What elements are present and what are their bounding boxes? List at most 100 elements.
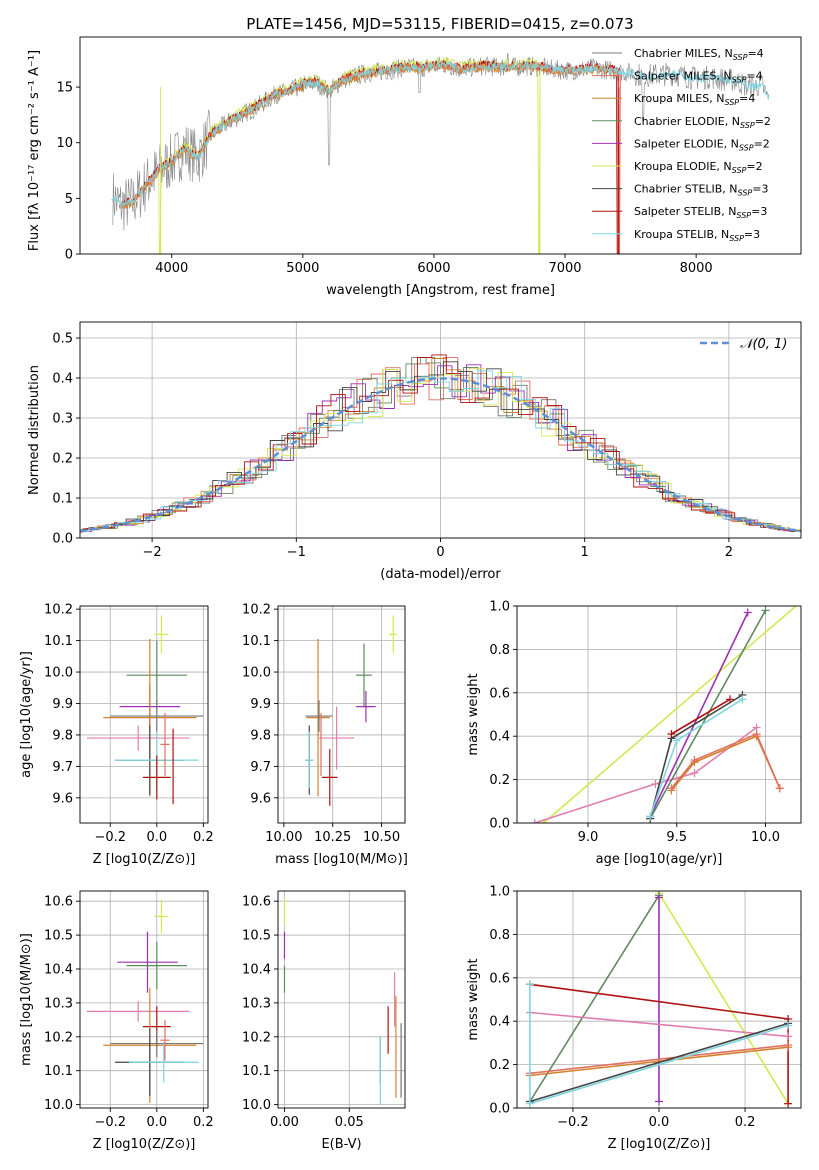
y-axis-label: mass [log10(M/M⊙)] — [19, 933, 34, 1066]
plot-area-weight_vs_Z — [525, 891, 793, 1108]
y-tick-label: 9.7 — [250, 760, 271, 775]
legend-tail: =3 — [752, 183, 768, 196]
y-tick-label: 0.8 — [489, 643, 510, 658]
x-tick-label: −2 — [143, 545, 162, 560]
x-tick-label: 9.5 — [666, 830, 687, 845]
errorbar-point — [117, 931, 178, 993]
y-tick-label: 10.0 — [242, 666, 271, 681]
errorbar-point — [142, 755, 171, 800]
weight-marker — [655, 893, 663, 902]
x-tick-label: 0.0 — [649, 1115, 670, 1130]
legend-text: Kroupa STELIB, N — [634, 228, 729, 241]
weight-line-pink — [529, 1011, 789, 1038]
y-tick-label: 10.0 — [242, 1098, 271, 1113]
y-tick-label: 0.4 — [489, 730, 510, 745]
weight-line-kroupa_miles — [529, 1046, 789, 1077]
legend-tail: =4 — [747, 47, 763, 60]
plot-area-mass_vs_Z — [86, 899, 204, 1103]
errorbar-point — [321, 749, 338, 806]
y-tick-label: 10.1 — [44, 1064, 73, 1079]
y-tick-label: 0.5 — [52, 332, 73, 347]
y-tick-label: 0.2 — [489, 1058, 510, 1073]
axes-frame — [516, 605, 802, 824]
y-tick-label: 0.6 — [489, 686, 510, 701]
chart-weight_vs_Z: −0.2 0.0 0.2 0.0 0.2 0.4 0.6 0.8 1.0 Z [log10(Z/Z… — [466, 885, 802, 1152]
x-tick-label: 2 — [725, 545, 733, 560]
y-tick-label: 1.0 — [489, 600, 510, 615]
legend-entry: Salpeter STELIB, NSSP=3 — [634, 205, 767, 220]
y-axis-label: Flux [fλ 10⁻¹⁷ erg cm⁻² s⁻¹ A⁻¹] — [27, 50, 42, 251]
y-tick-label: 10.0 — [44, 666, 73, 681]
histogram-salpeter_stelib — [80, 354, 801, 532]
x-axis-label: Z [log10(Z/Z⊙)] — [93, 852, 196, 867]
legend-text: Chabrier ELODIE, N — [634, 115, 740, 128]
x-tick-label: 0.00 — [270, 1115, 299, 1130]
plot-area-age_vs_Z — [86, 615, 204, 805]
weight-marker — [690, 756, 699, 765]
weight-line-pink — [534, 726, 758, 823]
y-tick-label: 0.2 — [52, 452, 73, 467]
y-tick-label: 10.3 — [242, 996, 271, 1011]
legend-entry: Salpeter MILES, NSSP=4 — [634, 70, 763, 85]
y-tick-label: 9.6 — [250, 791, 271, 806]
y-tick-label: 9.9 — [52, 697, 73, 712]
y-tick-label: 10.4 — [44, 962, 73, 977]
weight-marker — [646, 812, 655, 821]
x-tick-label: −0.2 — [94, 1115, 126, 1130]
legend-text: Salpeter MILES, N — [634, 70, 732, 83]
chart-mass_vs_ebv: 0.00 0.05 10.0 10.1 10.2 10.3 10.4 10.5 10.6 E(B-… — [242, 890, 406, 1152]
x-axis-label: mass [log10(M/M⊙)] — [275, 852, 408, 867]
x-tick-label: −0.2 — [557, 1115, 589, 1130]
axes-frame — [79, 605, 209, 824]
x-tick-label: 0.2 — [735, 1115, 756, 1130]
y-tick-label: 10.2 — [44, 603, 73, 618]
y-tick-label: 0.1 — [52, 492, 73, 507]
legend-text: Kroupa ELODIE, N — [634, 160, 732, 173]
y-tick-label: 0.2 — [489, 773, 510, 788]
y-tick-label: 0.0 — [52, 532, 73, 547]
legend-text: Chabrier STELIB, N — [634, 183, 738, 196]
weight-marker — [784, 1032, 793, 1041]
errorbar-point — [154, 899, 169, 934]
legend-entry: Kroupa ELODIE, NSSP=2 — [634, 160, 763, 175]
y-tick-label: 0 — [65, 248, 73, 263]
plot-area-weight_vs_age — [530, 606, 798, 823]
weight-marker — [761, 606, 770, 615]
weight-marker — [690, 769, 699, 778]
weight-line-salpeter_stelib — [670, 698, 731, 735]
legend-sub: SSP — [740, 121, 755, 130]
weight-marker — [743, 608, 752, 617]
plot-area-spectrum — [111, 53, 770, 254]
x-tick-label: 0.2 — [193, 830, 214, 845]
y-tick-label: 9.9 — [250, 697, 271, 712]
weight-marker — [784, 1041, 793, 1050]
plot-area-age_vs_mass — [305, 615, 398, 806]
y-axis-label: Normed distribution — [27, 365, 42, 495]
axes-frame — [79, 36, 802, 255]
y-tick-label: 9.7 — [52, 760, 73, 775]
y-axis-label: age [log10(age/yr)] — [19, 651, 34, 778]
legend-text: Chabrier MILES, N — [634, 47, 733, 60]
weight-line-salpeter_elodie — [649, 612, 749, 817]
weight-marker — [775, 784, 784, 793]
x-tick-label: 0.0 — [146, 830, 167, 845]
x-axis-label: Z [log10(Z/Z⊙)] — [608, 1137, 711, 1152]
y-axis-label: mass weight — [466, 958, 481, 1040]
x-tick-label: 0.2 — [193, 1115, 214, 1130]
figure-title: PLATE=1456, MJD=53115, FIBERID=0415, z=0… — [246, 15, 633, 33]
weight-line-chabrier_elodie — [649, 609, 767, 820]
x-tick-label: −0.2 — [94, 830, 126, 845]
y-tick-label: 10.3 — [44, 996, 73, 1011]
errorbar-point — [356, 690, 376, 723]
x-tick-label: 6000 — [417, 261, 450, 276]
legend-tail: =2 — [746, 160, 762, 173]
legend-sub: SSP — [736, 211, 751, 220]
observed-spectrum-line — [112, 53, 769, 231]
y-tick-label: 9.8 — [52, 728, 73, 743]
legend-entry: Chabrier MILES, NSSP=4 — [634, 47, 764, 62]
weight-line-kroupa_elodie — [543, 606, 798, 823]
legend-entry: Chabrier ELODIE, NSSP=2 — [634, 115, 771, 130]
y-tick-label: 10.5 — [242, 929, 271, 944]
legend-sub: SSP — [739, 143, 754, 152]
